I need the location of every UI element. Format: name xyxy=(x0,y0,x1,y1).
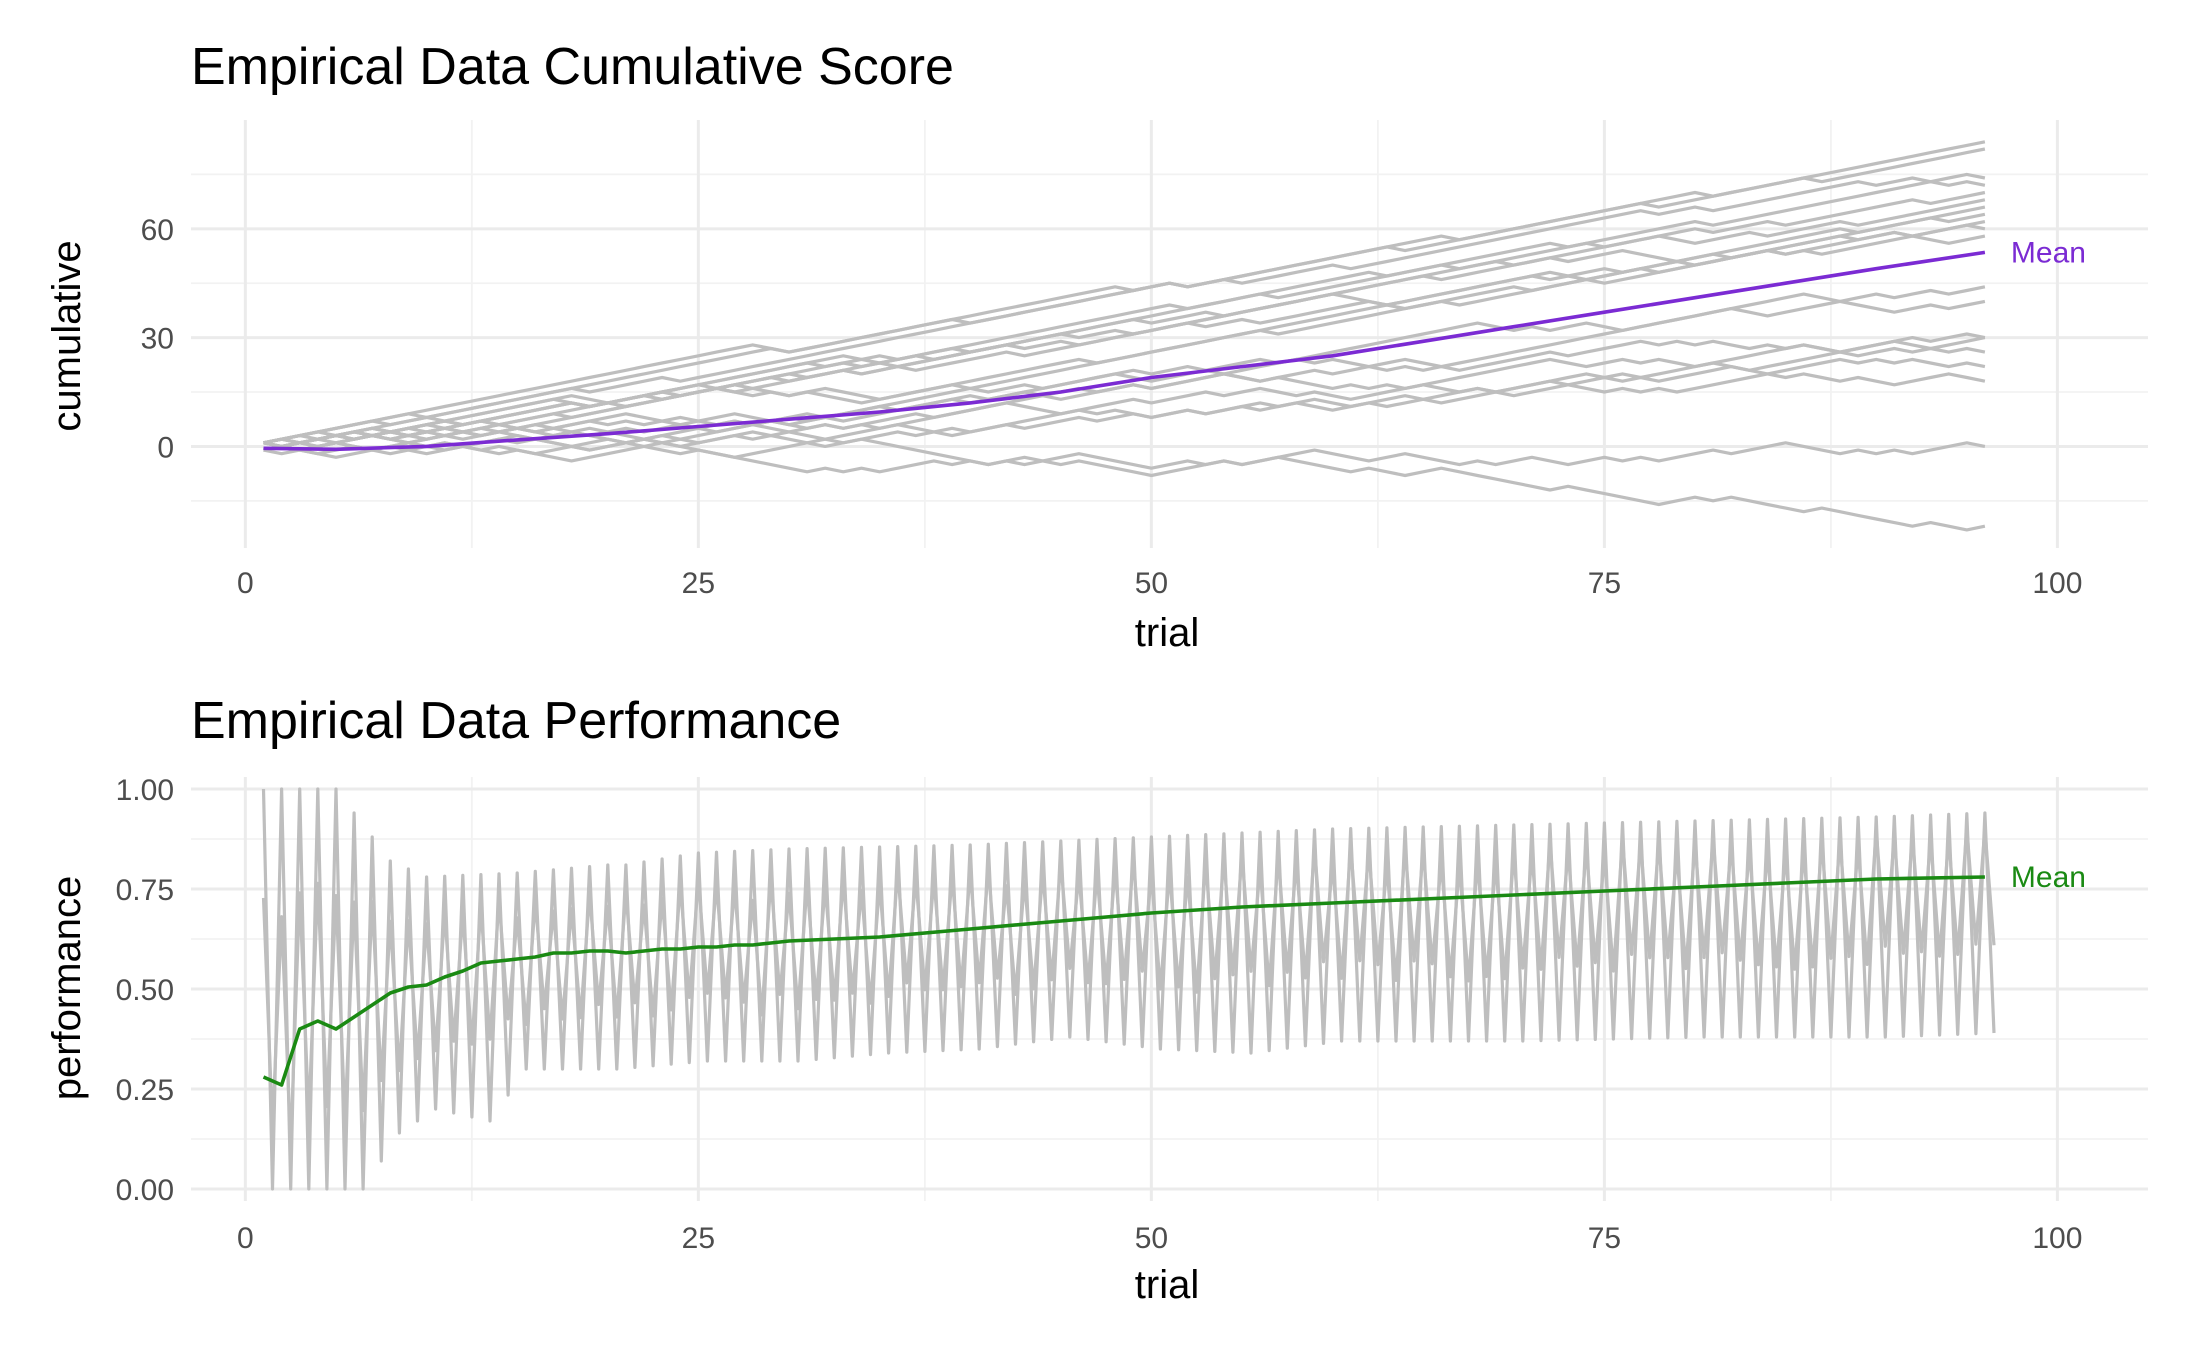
performance-panel: Empirical Data Performance 0 25 50 75 100 0.0… xyxy=(45,692,2148,1307)
y-tick-label: 0.50 xyxy=(116,974,174,1007)
y-tick-label: 0.00 xyxy=(116,1174,174,1207)
performance-plot-area: 0 25 50 75 100 0.00 0.25 0.50 0.75 1.00 Mean xyxy=(116,774,2148,1255)
y-tick-label: 1.00 xyxy=(116,774,174,807)
cumulative-plot-area: 0 25 50 75 100 0 30 60 Mean xyxy=(141,120,2148,600)
mean-series-line xyxy=(262,875,1985,1087)
y-axis-title-cumulative: cumulative xyxy=(45,240,89,431)
x-tick-label: 25 xyxy=(682,1222,715,1255)
x-tick-label: 25 xyxy=(682,567,715,600)
x-tick-label: 50 xyxy=(1135,1222,1168,1255)
y-tick-label: 60 xyxy=(141,214,174,247)
x-tick-label: 75 xyxy=(1588,1222,1621,1255)
individual-performance-line xyxy=(261,787,1996,1191)
x-axis-title-performance: trial xyxy=(1135,1263,1199,1307)
x-tick-label: 0 xyxy=(237,1222,254,1255)
y-axis-title-performance: performance xyxy=(45,876,89,1101)
mean-series-line xyxy=(263,250,1986,452)
individual-cumulative-line xyxy=(263,426,1986,478)
mean-label: Mean xyxy=(2011,236,2086,269)
individual-cumulative-line xyxy=(263,147,1986,445)
individual-cumulative-line xyxy=(263,372,1986,456)
x-tick-label: 50 xyxy=(1135,567,1168,600)
x-tick-label: 100 xyxy=(2032,567,2082,600)
x-tick-label: 0 xyxy=(237,567,254,600)
individual-cumulative-line xyxy=(263,357,1986,459)
mean-label: Mean xyxy=(2011,861,2086,894)
cumulative-score-panel: Empirical Data Cumulative Score 0 25 50 75 1… xyxy=(45,38,2148,655)
x-axis-title-cumulative: trial xyxy=(1135,611,1199,655)
y-tick-label: 0 xyxy=(157,431,174,464)
chart-title-performance: Empirical Data Performance xyxy=(191,692,841,750)
individual-cumulative-line xyxy=(263,299,1986,456)
chart-title-cumulative: Empirical Data Cumulative Score xyxy=(191,38,954,96)
y-tick-label: 0.25 xyxy=(116,1074,174,1107)
y-tick-label: 30 xyxy=(141,323,174,356)
individual-performance-line xyxy=(261,826,1996,1148)
individual-cumulative-line xyxy=(263,441,1986,532)
individual-cumulative-line xyxy=(263,176,1986,445)
y-tick-label: 0.75 xyxy=(116,874,174,907)
x-tick-label: 75 xyxy=(1588,567,1621,600)
individual-cumulative-line xyxy=(263,230,1986,448)
individual-cumulative-line xyxy=(263,205,1986,445)
individual-cumulative-line xyxy=(263,339,1986,452)
x-tick-label: 100 xyxy=(2032,1222,2082,1255)
